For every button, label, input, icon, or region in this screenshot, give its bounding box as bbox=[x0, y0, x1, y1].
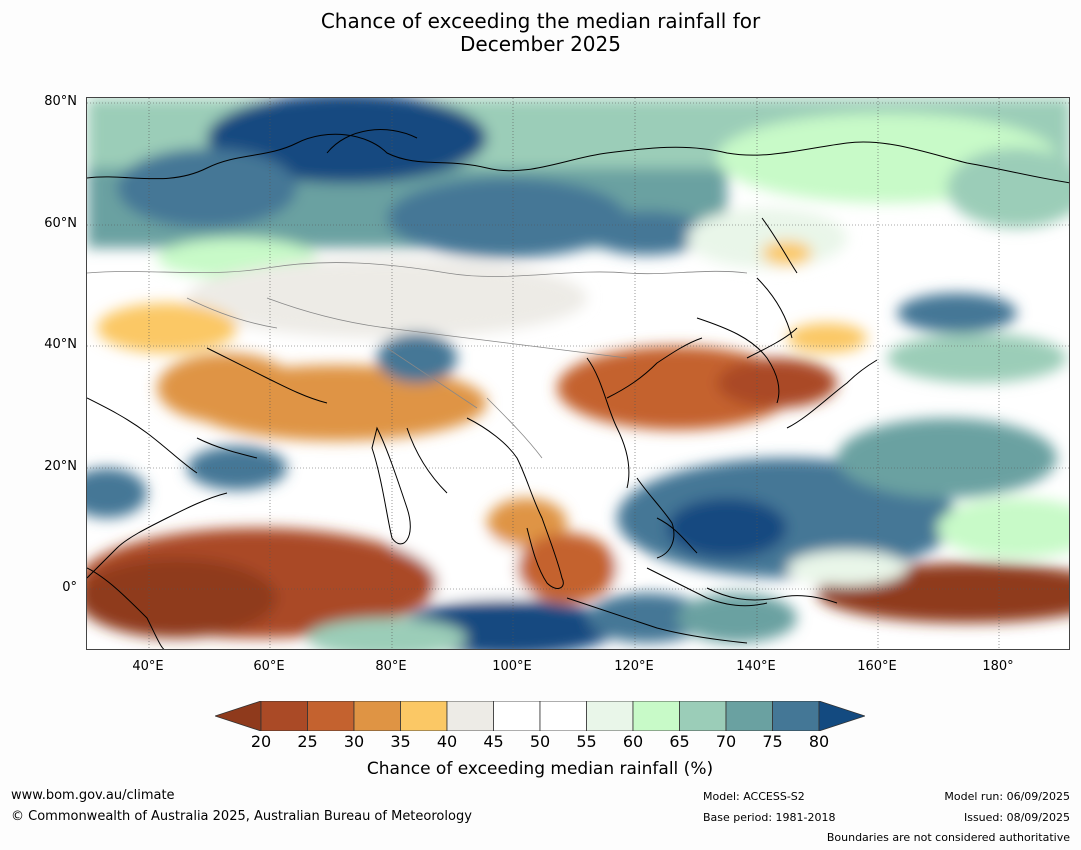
colorbar-segment-70-75 bbox=[725, 701, 773, 731]
website-link[interactable]: www.bom.gov.au/climate bbox=[11, 788, 175, 803]
model-run-date: Model run: 06/09/2025 bbox=[944, 790, 1070, 803]
colorbar-segment-60-65 bbox=[632, 701, 680, 731]
colorbar-tick-50: 50 bbox=[529, 732, 551, 751]
lat-label-0: 0° bbox=[62, 580, 77, 595]
colorbar-tick-45: 45 bbox=[483, 732, 504, 751]
colorbar-tick-80: 80 bbox=[808, 732, 830, 751]
lon-label-140e: 140°E bbox=[736, 659, 776, 674]
colorbar-segment-20-25 bbox=[260, 701, 308, 731]
probability-field bbox=[87, 98, 1069, 649]
title-line-1: Chance of exceeding the median rainfall … bbox=[320, 9, 761, 33]
lat-label-40n: 40°N bbox=[44, 337, 77, 352]
lon-label-60e: 60°E bbox=[253, 659, 285, 674]
model-name: Model: ACCESS-S2 bbox=[703, 790, 805, 803]
lon-label-100e: 100°E bbox=[492, 659, 532, 674]
colorbar-segment-40-45 bbox=[446, 701, 494, 731]
graticule bbox=[87, 98, 1069, 649]
colorbar-extension-low bbox=[215, 701, 262, 731]
lat-label-20n: 20°N bbox=[44, 459, 77, 474]
rainfall-probability-map bbox=[86, 97, 1070, 650]
colorbar-segment-50-55 bbox=[539, 701, 587, 731]
colorbar-tick-70: 70 bbox=[715, 732, 737, 751]
colorbar-tick-20: 20 bbox=[250, 732, 272, 751]
lon-label-120e: 120°E bbox=[614, 659, 654, 674]
colorbar bbox=[215, 701, 865, 731]
lon-label-160e: 160°E bbox=[857, 659, 897, 674]
colorbar-segment-75-80 bbox=[772, 701, 820, 731]
colorbar-tick-65: 65 bbox=[669, 732, 690, 751]
copyright-notice: © Commonwealth of Australia 2025, Austra… bbox=[11, 809, 472, 824]
colorbar-tick-75: 75 bbox=[762, 732, 783, 751]
colorbar-segment-30-35 bbox=[353, 701, 401, 731]
colorbar-tick-40: 40 bbox=[436, 732, 458, 751]
chart-title: Chance of exceeding the median rainfall … bbox=[0, 10, 1081, 56]
colorbar-tick-30: 30 bbox=[343, 732, 365, 751]
colorbar-segment-55-60 bbox=[586, 701, 634, 731]
lat-label-80n: 80°N bbox=[44, 94, 77, 109]
title-line-2: December 2025 bbox=[460, 32, 621, 56]
colorbar-extension-high bbox=[818, 701, 865, 731]
colorbar-segment-65-70 bbox=[679, 701, 727, 731]
lat-label-60n: 60°N bbox=[44, 216, 77, 231]
colorbar-segment-45-50 bbox=[493, 701, 541, 731]
issued-date: Issued: 08/09/2025 bbox=[963, 811, 1070, 824]
colorbar-tick-60: 60 bbox=[622, 732, 644, 751]
colorbar-segment-25-30 bbox=[307, 701, 355, 731]
colorbar-tick-25: 25 bbox=[297, 732, 318, 751]
colorbar-segment-35-40 bbox=[400, 701, 448, 731]
colorbar-label: Chance of exceeding median rainfall (%) bbox=[366, 759, 714, 779]
map-svg bbox=[87, 98, 1069, 649]
base-period: Base period: 1981-2018 bbox=[703, 811, 836, 824]
country-borders bbox=[87, 262, 748, 459]
lon-label-40e: 40°E bbox=[132, 659, 164, 674]
coastlines bbox=[87, 129, 1069, 649]
colorbar-tick-35: 35 bbox=[390, 732, 411, 751]
boundary-disclaimer: Boundaries are not considered authoritat… bbox=[826, 831, 1070, 844]
lon-label-180: 180° bbox=[982, 659, 1014, 674]
colorbar-tick-55: 55 bbox=[576, 732, 597, 751]
lon-label-80e: 80°E bbox=[375, 659, 407, 674]
